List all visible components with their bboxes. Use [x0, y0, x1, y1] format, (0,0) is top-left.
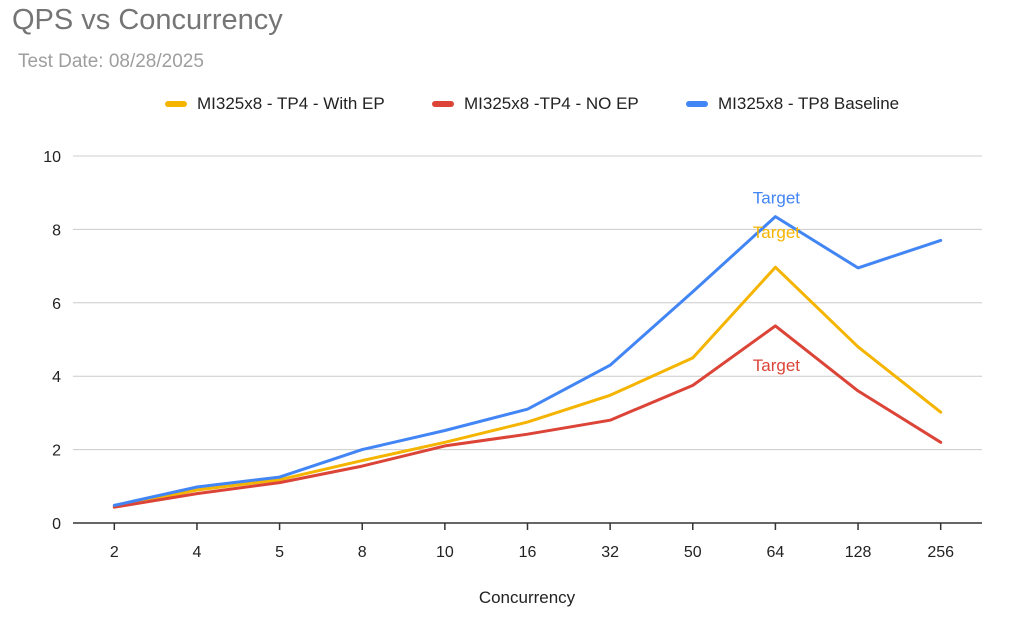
x-tick-label: 32 [601, 544, 619, 561]
legend-item-no-ep: MI325x8 -TP4 - NO EP [432, 94, 639, 114]
x-tick-label: 64 [767, 544, 785, 561]
x-tick-label: 8 [358, 544, 367, 561]
x-tick-label: 256 [927, 544, 954, 561]
x-tick-label: 5 [275, 544, 284, 561]
y-tick-label: 8 [52, 222, 61, 239]
annotation-label: Target [753, 223, 801, 242]
y-tick-label: 2 [52, 443, 61, 460]
x-axis-label: Concurrency [478, 588, 576, 607]
x-tick-label: 16 [519, 544, 537, 561]
x-tick-label: 4 [193, 544, 202, 561]
x-tick-label: 2 [110, 544, 119, 561]
legend-label-with-ep: MI325x8 - TP4 - With EP [197, 94, 385, 113]
x-tick-label: 128 [845, 544, 872, 561]
legend-swatch-tp8-baseline [686, 101, 708, 107]
legend-swatch-no-ep [432, 101, 454, 107]
chart-subtitle: Test Date: 08/28/2025 [18, 51, 204, 72]
legend-label-no-ep: MI325x8 -TP4 - NO EP [464, 94, 639, 113]
series-line-1 [112, 324, 943, 509]
legend-label-tp8-baseline: MI325x8 - TP8 Baseline [718, 94, 900, 113]
series-line-2 [112, 215, 943, 507]
series-line-0 [112, 265, 943, 508]
chart-legend: MI325x8 - TP4 - With EP MI325x8 -TP4 - N… [0, 94, 1024, 120]
annotation-label: Target [753, 189, 801, 208]
y-tick-label: 6 [52, 296, 61, 313]
legend-item-tp8-baseline: MI325x8 - TP8 Baseline [686, 94, 899, 114]
chart-title: QPS vs Concurrency [12, 4, 283, 36]
x-tick-label: 50 [684, 544, 702, 561]
x-tick-label: 10 [436, 544, 454, 561]
legend-item-with-ep: MI325x8 - TP4 - With EP [165, 94, 385, 114]
legend-swatch-with-ep [165, 101, 187, 107]
y-tick-label: 4 [52, 369, 61, 386]
y-tick-label: 10 [43, 149, 61, 166]
annotation-label: Target [753, 356, 801, 375]
y-tick-label: 0 [52, 516, 61, 533]
